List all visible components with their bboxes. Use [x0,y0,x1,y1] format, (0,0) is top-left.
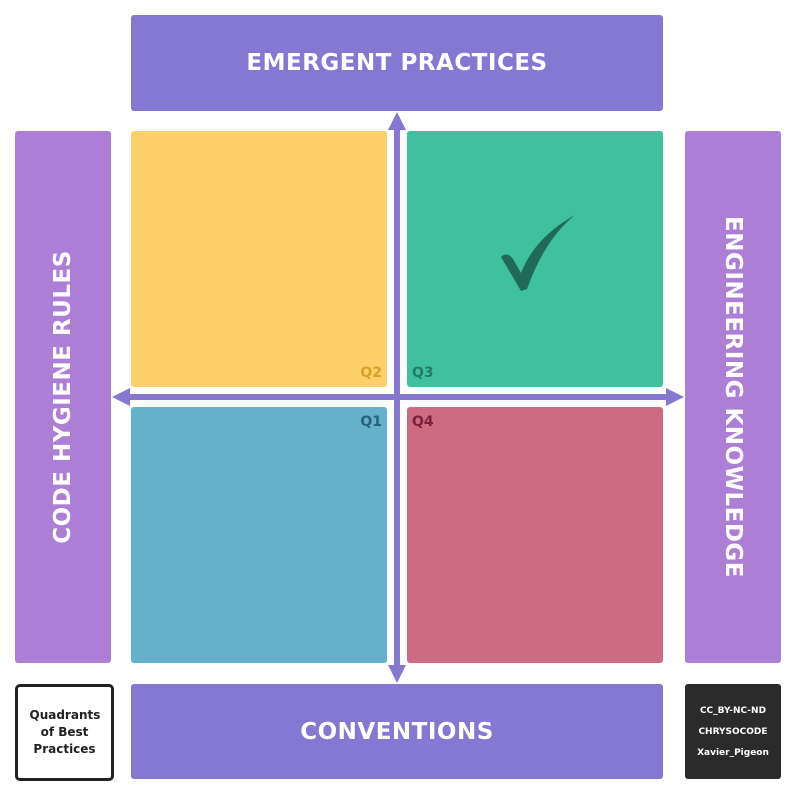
legend-box: Quadrants of Best Practices [15,684,114,781]
bottom-band-label: CONVENTIONS [300,718,494,745]
quadrant-q1: Q1 [131,407,387,663]
credits-license: CC_BY-NC-ND [699,705,767,716]
arrow-up-icon [388,112,406,130]
credits-author: Xavier_Pigeon [697,747,769,758]
quadrant-q3: Q3 [407,131,663,387]
credits-box: CC_BY-NC-ND CHRYSOCODE Xavier_Pigeon [685,684,781,779]
quadrant-q2: Q2 [131,131,387,387]
right-band: ENGINEERING KNOWLEDGE [685,131,781,663]
arrow-left-icon [112,388,130,406]
top-band: EMERGENT PRACTICES [131,15,663,111]
credits-org: CHRYSOCODE [698,726,768,737]
quadrant-q4-label: Q4 [412,414,434,430]
top-band-label: EMERGENT PRACTICES [246,50,548,76]
legend-title: Quadrants of Best Practices [29,708,101,756]
quadrant-q3-label: Q3 [412,365,434,381]
left-band: CODE HYGIENE RULES [15,131,111,663]
quadrant-q4: Q4 [407,407,663,663]
bottom-band: CONVENTIONS [131,684,663,779]
arrow-right-icon [666,388,684,406]
quadrant-q1-label: Q1 [360,414,382,430]
quadrant-q2-label: Q2 [360,365,382,381]
checkmark-icon [501,215,575,291]
horizontal-axis [112,388,684,406]
arrow-down-icon [388,665,406,683]
